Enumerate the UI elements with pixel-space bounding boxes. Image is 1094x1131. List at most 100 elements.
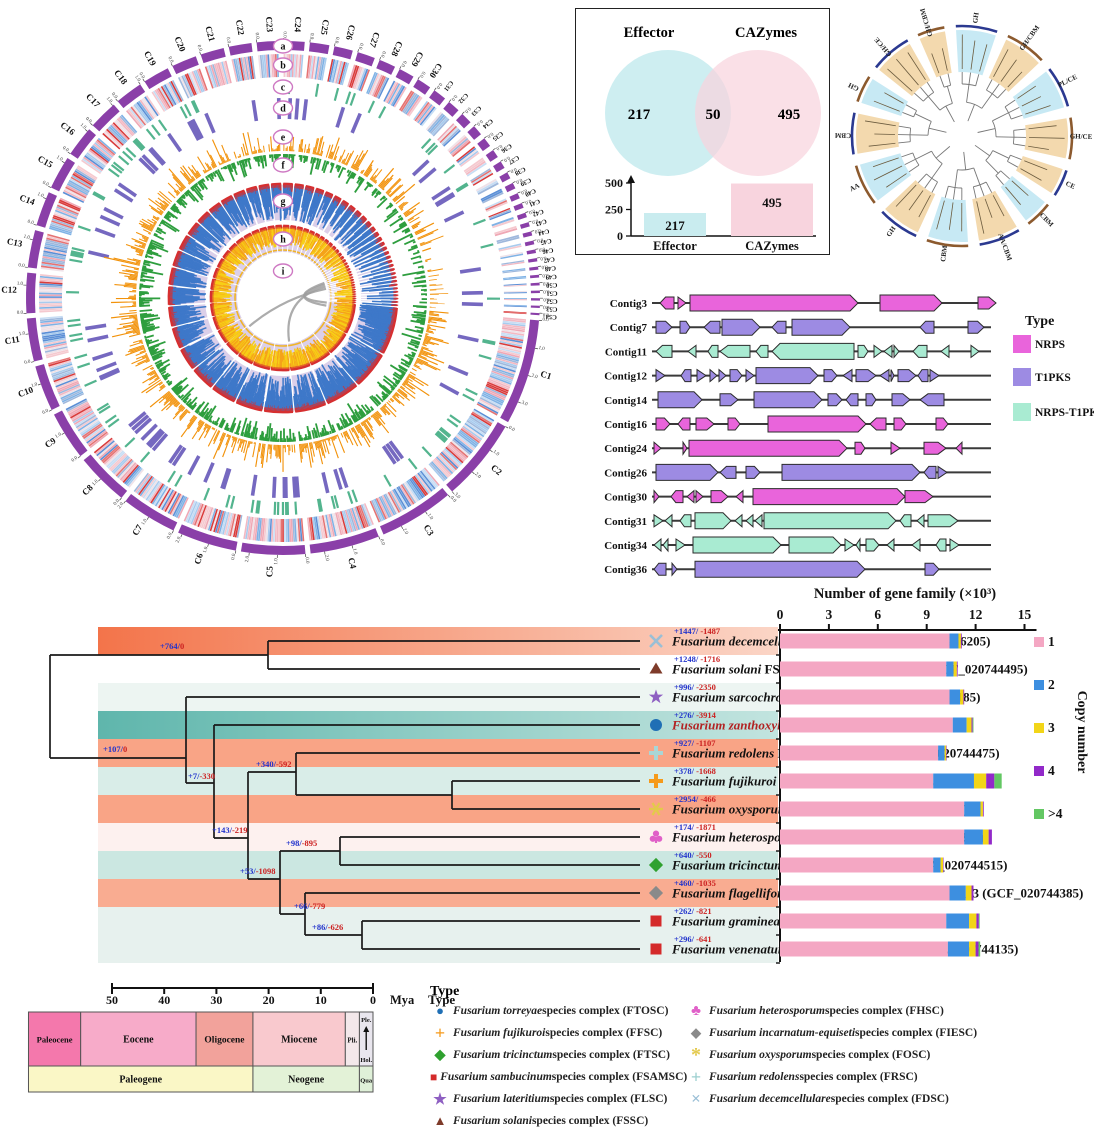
svg-text:1.0: 1.0 bbox=[133, 75, 141, 83]
species-legend-rest: species complex (FTOSC) bbox=[542, 1005, 669, 1017]
node-gain-loss: +340/-592 bbox=[256, 759, 292, 769]
svg-text:C49: C49 bbox=[545, 273, 557, 281]
leaf-gain-loss: +996/ -2350 bbox=[674, 682, 716, 692]
svg-text:0.0: 0.0 bbox=[333, 36, 339, 44]
cluster-row-Contig3: Contig3 bbox=[610, 294, 997, 312]
svg-text:C38: C38 bbox=[513, 165, 527, 177]
svg-text:0.0: 0.0 bbox=[542, 280, 549, 285]
leaf-symbols bbox=[648, 634, 664, 955]
species-legend-rest: species complex (FOSC) bbox=[811, 1049, 931, 1061]
cluster-row-Contig34: Contig34 bbox=[604, 536, 991, 554]
species-legend-rest: species complex (FTSC) bbox=[552, 1049, 670, 1061]
svg-text:1.0: 1.0 bbox=[203, 546, 210, 554]
species-legend-rest: species complex (FDSC) bbox=[830, 1093, 949, 1105]
svg-text:0.0: 0.0 bbox=[282, 31, 287, 38]
svg-text:0.0: 0.0 bbox=[61, 146, 69, 154]
svg-text:0.0: 0.0 bbox=[418, 70, 426, 78]
species-symbol-icon: ■ bbox=[430, 1069, 438, 1084]
svg-text:0.0: 0.0 bbox=[502, 155, 510, 163]
leaf-gain-loss: +1248/ -1716 bbox=[674, 654, 720, 664]
svg-text:C54: C54 bbox=[545, 313, 557, 321]
svg-text:C45: C45 bbox=[539, 237, 552, 246]
phylo-tree-branches bbox=[49, 640, 640, 950]
node-gain-loss: +107/0 bbox=[103, 744, 127, 754]
svg-text:C23: C23 bbox=[264, 16, 275, 33]
cazy-outer-arcs bbox=[850, 24, 1074, 248]
svg-text:0.0: 0.0 bbox=[138, 72, 146, 80]
svg-text:2.0: 2.0 bbox=[323, 554, 329, 561]
leaf-gain-loss: +276/ -3914 bbox=[674, 710, 717, 720]
cluster-row-Contig36: Contig36 bbox=[604, 560, 991, 578]
svg-text:2.0: 2.0 bbox=[245, 555, 251, 562]
svg-text:C29: C29 bbox=[409, 50, 425, 69]
venn-diagram: Effector CAZymes 217 50 495 500 250 0 217 49… bbox=[605, 25, 821, 253]
svg-text:C33: C33 bbox=[469, 104, 482, 117]
svg-text:0.0: 0.0 bbox=[542, 318, 549, 324]
svg-text:C41: C41 bbox=[528, 197, 541, 208]
svg-text:C26: C26 bbox=[344, 24, 357, 42]
circos-ring-badge-f bbox=[272, 157, 294, 173]
svg-text:0.0: 0.0 bbox=[507, 426, 515, 434]
species-legend-name: Fusarium oxysporum bbox=[709, 1049, 812, 1061]
copy-legend-swatch-4 bbox=[1034, 766, 1044, 776]
svg-text:0.0: 0.0 bbox=[379, 50, 386, 58]
cluster-row-Contig30: Contig30 bbox=[604, 488, 991, 506]
svg-text:0.0: 0.0 bbox=[514, 177, 522, 184]
circos-track-h-density bbox=[209, 224, 357, 372]
species-symbol-icon: ♣ bbox=[691, 1002, 701, 1019]
svg-text:1.0: 1.0 bbox=[17, 282, 24, 287]
svg-text:c: c bbox=[281, 83, 286, 94]
svg-text:0.0: 0.0 bbox=[18, 263, 25, 269]
svg-text:0.0: 0.0 bbox=[27, 220, 35, 227]
cluster-row-Contig31: Contig31 bbox=[604, 512, 991, 530]
svg-text:0.0: 0.0 bbox=[254, 32, 260, 39]
svg-text:C48: C48 bbox=[544, 264, 557, 272]
species-legend-col1: ● Fusarium torreyae species complex (FTOS… bbox=[430, 1000, 687, 1131]
svg-text:1.0: 1.0 bbox=[36, 192, 44, 199]
circos-track-d-marks bbox=[85, 98, 483, 499]
svg-text:C47: C47 bbox=[542, 255, 555, 264]
svg-text:0.0: 0.0 bbox=[17, 311, 24, 316]
leaf-gain-loss: +174/ -1871 bbox=[674, 822, 716, 832]
svg-text:3.0: 3.0 bbox=[520, 401, 528, 408]
cluster-legend-swatch-T1PKS bbox=[1013, 368, 1031, 386]
cluster-legend-swatch-NRPS bbox=[1013, 335, 1031, 353]
node-gain-loss: +66/-779 bbox=[294, 901, 325, 911]
copy-legend-title: Copy number bbox=[1074, 691, 1089, 774]
svg-text:0.0: 0.0 bbox=[24, 359, 32, 366]
svg-text:i: i bbox=[282, 267, 285, 278]
svg-text:1.0: 1.0 bbox=[92, 479, 100, 487]
species-symbol-icon: ▲ bbox=[433, 1113, 447, 1128]
species-legend-rest: species complex (FFSC) bbox=[545, 1027, 663, 1039]
cluster-row-Contig12: Contig12 bbox=[604, 367, 991, 385]
svg-text:1.0: 1.0 bbox=[426, 513, 434, 521]
svg-text:0.0: 0.0 bbox=[527, 208, 535, 215]
svg-text:1.0: 1.0 bbox=[55, 155, 63, 163]
svg-text:C30: C30 bbox=[427, 61, 444, 80]
circos-ring-badge-c bbox=[272, 79, 294, 95]
circos-ring-badge-e bbox=[272, 129, 294, 145]
svg-text:C51: C51 bbox=[546, 289, 557, 296]
copy-legend-swatch-2 bbox=[1034, 680, 1044, 690]
svg-text:495: 495 bbox=[762, 195, 782, 210]
species-symbol-icon: * bbox=[691, 1043, 701, 1066]
svg-text:0.0: 0.0 bbox=[196, 44, 203, 52]
svg-text:0.0: 0.0 bbox=[42, 409, 50, 416]
svg-text:C11: C11 bbox=[4, 334, 21, 346]
circos-scale-ticks: 0.01.02.03.00.01.02.03.00.01.02.00.01.02… bbox=[17, 31, 550, 564]
species-legend-name: Fusarium decemcellulare bbox=[709, 1093, 831, 1105]
node-gain-loss: +53/-1098 bbox=[240, 866, 276, 876]
svg-text:C21: C21 bbox=[203, 25, 217, 43]
svg-text:C5: C5 bbox=[264, 565, 274, 577]
svg-text:C1: C1 bbox=[539, 369, 553, 382]
svg-text:C14: C14 bbox=[18, 192, 36, 207]
svg-text:0.0: 0.0 bbox=[84, 117, 92, 125]
svg-text:0.0: 0.0 bbox=[167, 532, 174, 540]
leaf-gain-loss: +262/ -821 bbox=[674, 906, 712, 916]
species-legend-item: × Fusarium decemcellulare species complex… bbox=[686, 1088, 1086, 1110]
circos-track-c-marks bbox=[66, 81, 501, 516]
species-legend-rest: species complex (FLSC) bbox=[549, 1093, 668, 1105]
species-legend-item: ◆ Fusarium incarnatum-equiseti species co… bbox=[686, 1022, 1086, 1044]
svg-text:2.0: 2.0 bbox=[117, 502, 125, 510]
cazy-dendrogram bbox=[898, 71, 1026, 201]
